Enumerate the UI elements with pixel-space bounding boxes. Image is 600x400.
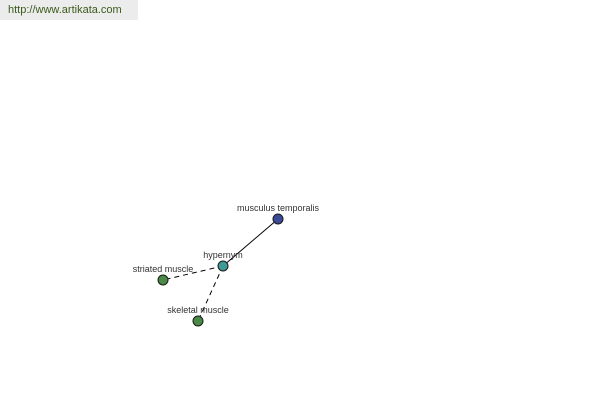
site-banner: http://www.artikata.com	[0, 0, 138, 20]
node-musculus[interactable]	[272, 213, 284, 225]
node-skeletal[interactable]	[192, 315, 204, 327]
site-url-link[interactable]: http://www.artikata.com	[8, 4, 122, 16]
node-hypernym[interactable]	[217, 260, 229, 272]
edge-hypernym-skeletal	[197, 265, 224, 322]
node-label-striated[interactable]: striated muscle	[133, 264, 194, 274]
node-label-musculus[interactable]: musculus temporalis	[237, 203, 320, 213]
node-label-skeletal[interactable]: skeletal muscle	[167, 305, 229, 315]
edge-hypernym-striated	[162, 265, 224, 281]
node-striated[interactable]	[157, 274, 169, 286]
node-label-hypernym[interactable]: hypernym	[203, 250, 243, 260]
edge-hypernym-musculus	[222, 218, 279, 267]
